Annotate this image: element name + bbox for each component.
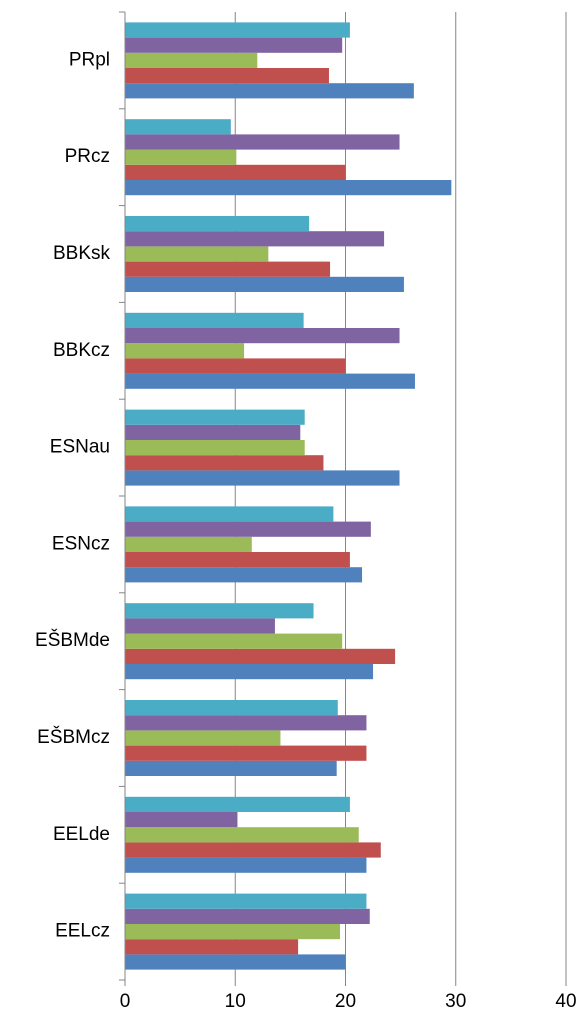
y-tick-label: BBKsk [53, 243, 111, 264]
bar [125, 470, 400, 486]
bar [125, 812, 238, 828]
bar [125, 939, 299, 955]
bar [125, 119, 231, 135]
bar [125, 796, 350, 812]
bar [125, 246, 269, 262]
x-tick-label: 0 [120, 991, 131, 1012]
bar [125, 455, 324, 471]
bar [125, 567, 363, 583]
y-tick-label: EELcz [55, 921, 110, 942]
bar [125, 700, 338, 716]
bar [125, 521, 371, 537]
bar [125, 730, 281, 746]
x-tick-label: 30 [445, 991, 466, 1012]
bar [125, 664, 374, 680]
bar [125, 440, 305, 456]
bar [125, 954, 346, 970]
bar [125, 536, 252, 552]
y-tick-label: PRcz [65, 146, 110, 167]
x-tick-label: 10 [225, 991, 246, 1012]
bar [125, 22, 350, 38]
bar [125, 52, 258, 68]
bar [125, 908, 370, 924]
y-tick-label: EŠBMde [35, 629, 110, 651]
bar [125, 164, 346, 180]
y-tick-label: EŠBMcz [37, 726, 110, 748]
bar [125, 924, 340, 940]
bar [125, 715, 367, 731]
bar [125, 827, 359, 843]
bar [125, 857, 367, 873]
bar [125, 373, 415, 389]
x-tick-label: 20 [335, 991, 356, 1012]
bar [125, 261, 331, 277]
bar [125, 409, 305, 425]
bar [125, 842, 381, 858]
y-tick-label: PRpl [69, 49, 110, 70]
bar [125, 358, 346, 374]
bar [125, 83, 414, 99]
bar [125, 424, 301, 440]
bar [125, 745, 367, 761]
bar [125, 216, 310, 232]
bar [125, 149, 237, 165]
y-tick-label: BBKcz [53, 340, 110, 361]
y-tick-label: ESNcz [52, 533, 110, 554]
bar [125, 328, 400, 344]
x-tick-label: 40 [555, 991, 576, 1012]
bar [125, 68, 329, 84]
bar [125, 552, 350, 568]
bar [125, 633, 343, 649]
bar [125, 506, 334, 522]
bar [125, 276, 404, 292]
bar [125, 134, 400, 150]
y-tick-label: EELde [53, 824, 110, 845]
bar [125, 37, 343, 53]
bar [125, 618, 275, 634]
y-tick-label: ESNau [50, 437, 110, 458]
bar [125, 180, 452, 196]
bar [125, 648, 396, 664]
bar [125, 760, 337, 776]
bar [125, 893, 367, 909]
bar [125, 603, 314, 619]
bar [125, 343, 245, 359]
bar [125, 231, 385, 247]
bar [125, 312, 304, 328]
